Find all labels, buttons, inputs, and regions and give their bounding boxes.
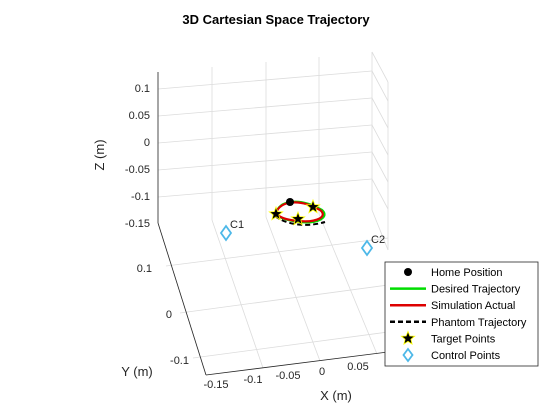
z-axis-label: Z (m) (92, 139, 107, 170)
legend-target-symbol (400, 330, 416, 345)
target-point-marker (290, 210, 306, 226)
z-tick-labels: 0.1 0.05 0 -0.05 -0.1 -0.15 (125, 83, 150, 230)
z-tick-label: 0.1 (135, 83, 150, 95)
legend-entry-label: Desired Trajectory (431, 284, 521, 296)
x-tick-label: 0 (319, 366, 325, 378)
legend-entry-label: Target Points (431, 333, 496, 345)
control-point-label: C1 (230, 219, 244, 231)
control-point-marker (360, 239, 374, 257)
y-axis-label: Y (m) (121, 364, 153, 379)
z-tick-label: -0.05 (125, 164, 150, 176)
target-point-marker (305, 198, 321, 214)
x-tick-label: -0.15 (203, 379, 228, 391)
z-tick-label: -0.1 (131, 191, 150, 203)
control-point-marker (219, 224, 233, 242)
target-point-marker (268, 205, 284, 221)
legend-entry-label: Phantom Trajectory (431, 317, 527, 329)
legend-entry-label: Home Position (431, 267, 503, 279)
x-axis-label: X (m) (320, 388, 352, 403)
axes (157, 72, 389, 376)
z-tick-label: 0 (144, 137, 150, 149)
grid (157, 51, 389, 376)
legend-entry-label: Control Points (431, 350, 501, 362)
z-tick-label: 0.05 (129, 110, 150, 122)
x-tick-label: 0.05 (347, 361, 368, 373)
legend-control-symbol (402, 347, 414, 363)
legend-home-symbol (404, 268, 412, 276)
y-tick-labels: 0.1 0 -0.1 (137, 263, 189, 367)
markers: C1 C2 (219, 198, 385, 257)
legend-entry-label: Simulation Actual (431, 300, 515, 312)
y-tick-label: 0.1 (137, 263, 152, 275)
x-tick-label: -0.05 (275, 370, 300, 382)
x-tick-label: -0.1 (244, 374, 263, 386)
legend: Home Position Desired Trajectory Simulatio… (384, 261, 539, 367)
y-tick-label: -0.1 (170, 355, 189, 367)
y-tick-label: 0 (166, 309, 172, 321)
chart-title: 3D Cartesian Space Trajectory (182, 12, 370, 27)
home-position-marker (286, 198, 294, 206)
control-point-label: C2 (371, 234, 385, 246)
legend-box (384, 261, 539, 367)
z-tick-label: -0.15 (125, 218, 150, 230)
